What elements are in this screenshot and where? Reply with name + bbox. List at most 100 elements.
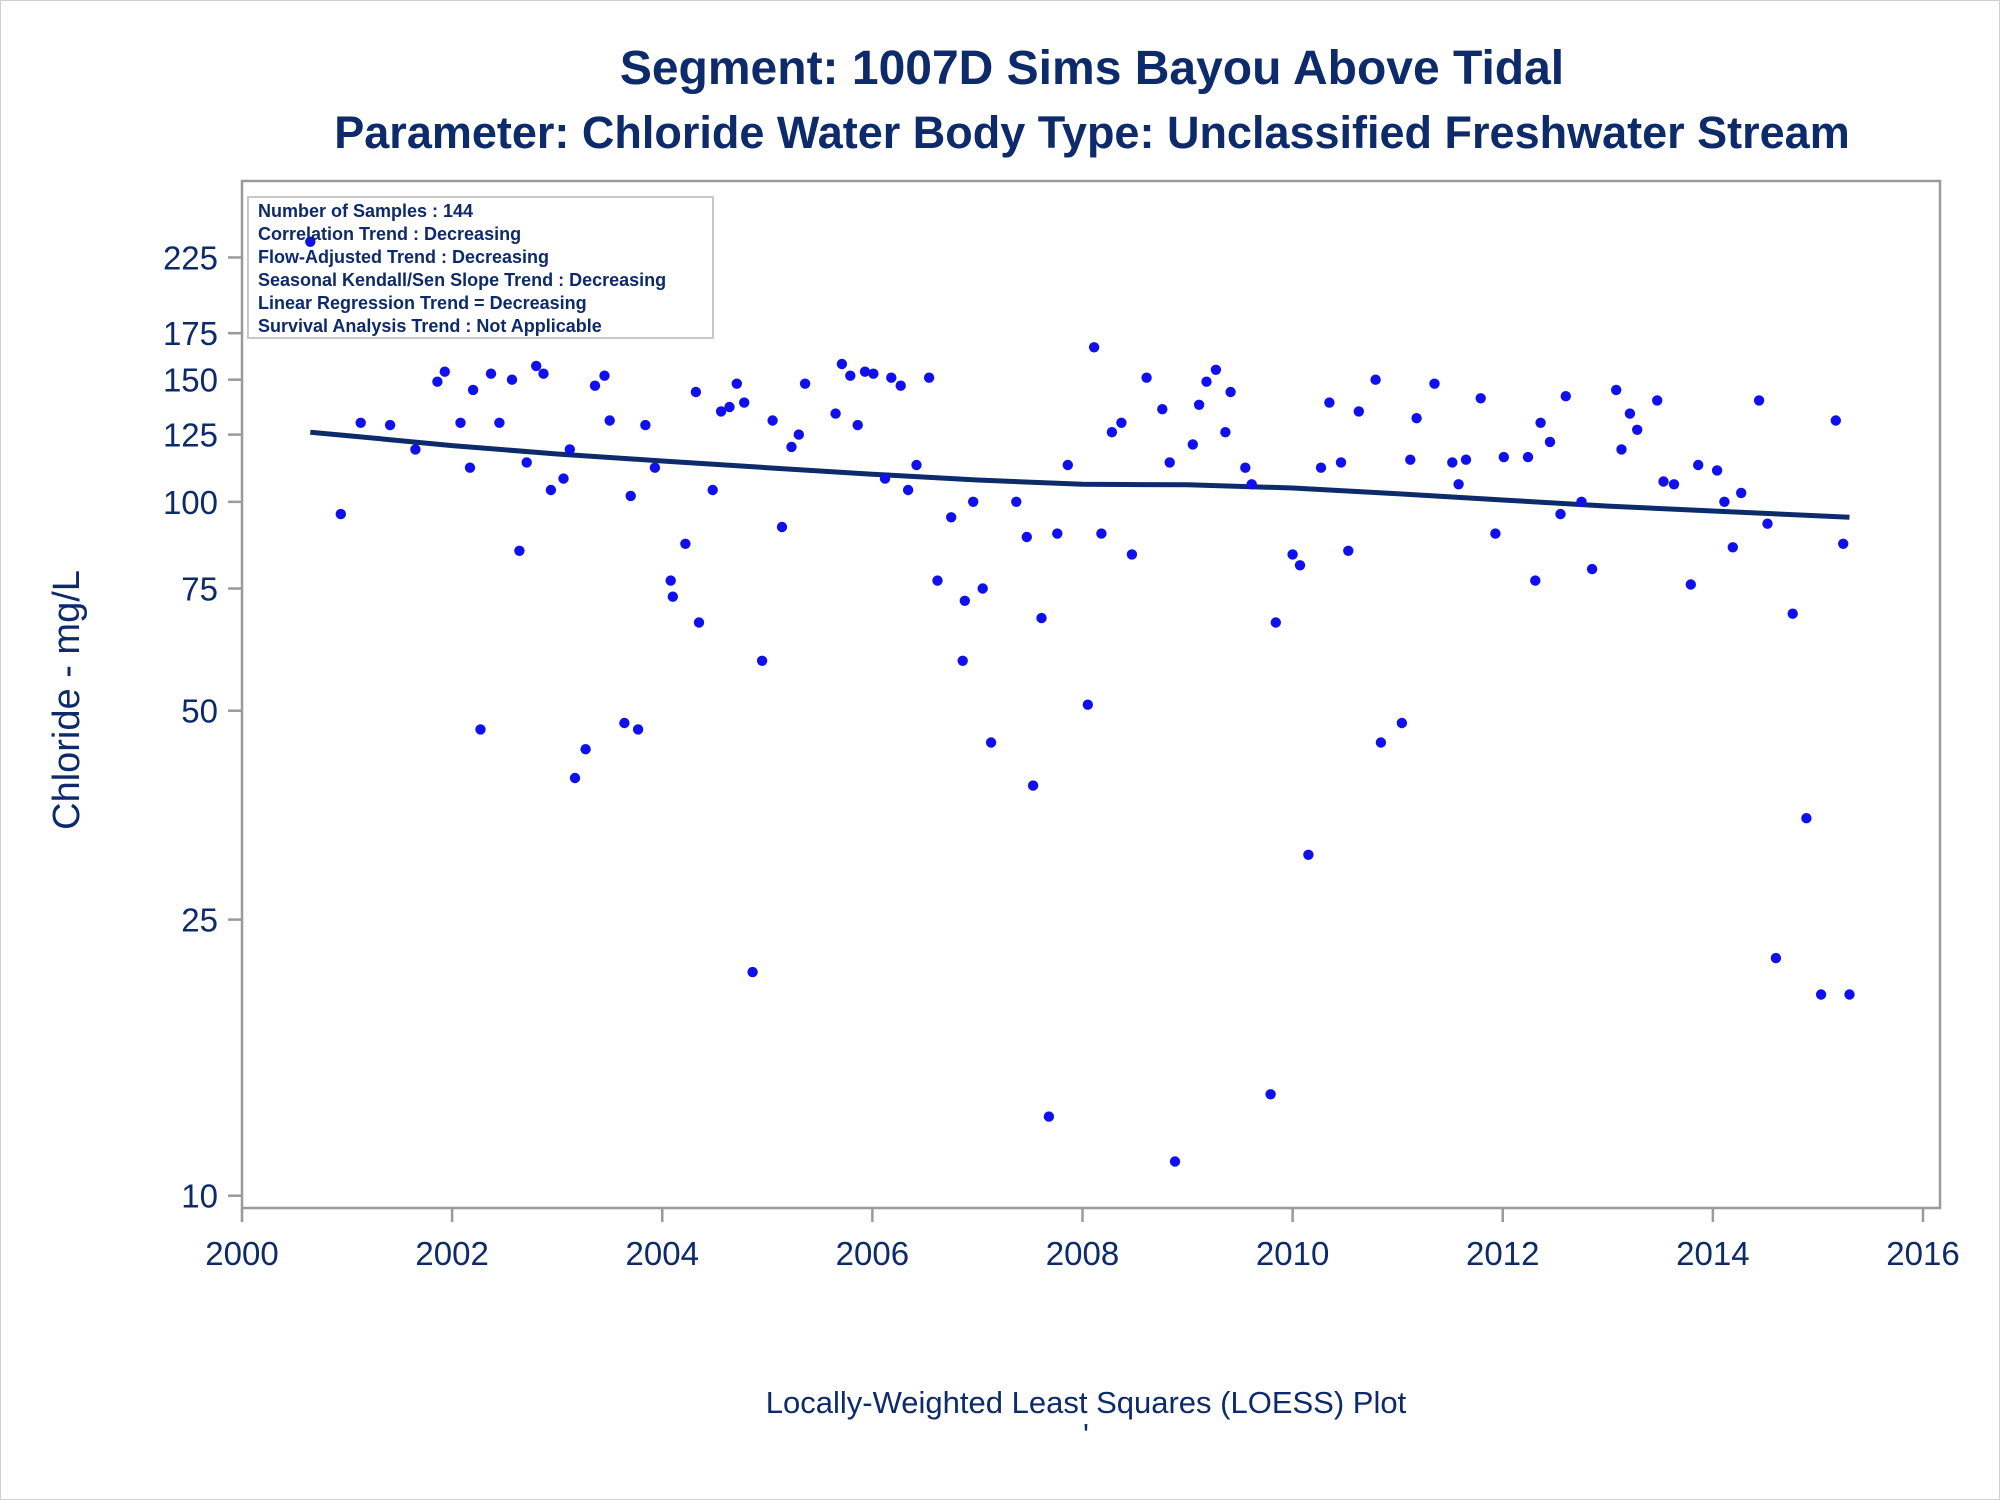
data-point	[1736, 487, 1747, 499]
data-point	[1396, 717, 1408, 729]
data-point	[1530, 575, 1541, 586]
data-point	[1106, 427, 1118, 438]
x-tick-label: 2008	[1046, 1235, 1119, 1272]
data-point	[1844, 989, 1855, 1000]
data-point	[355, 417, 366, 428]
legend-line: Number of Samples : 144	[258, 201, 473, 221]
data-point	[1453, 479, 1464, 490]
x-tick-label: 2000	[205, 1235, 278, 1272]
data-point	[830, 408, 841, 419]
data-point	[558, 473, 569, 484]
data-point	[1405, 454, 1416, 465]
data-point	[531, 360, 542, 372]
data-point	[1201, 376, 1212, 387]
data-point	[911, 459, 922, 471]
y-axis: 10 25 50 75 100 125 150 175 225	[163, 239, 242, 1215]
loess-line	[310, 429, 1850, 520]
data-point	[1240, 462, 1251, 473]
y-tick-label: 225	[163, 239, 218, 276]
data-point	[1522, 451, 1534, 463]
data-point	[665, 575, 676, 586]
data-point	[693, 617, 705, 628]
data-point	[977, 583, 988, 594]
data-point	[1210, 364, 1222, 375]
data-point	[793, 429, 804, 440]
data-point	[1088, 342, 1100, 353]
data-point	[1693, 459, 1704, 471]
data-point	[1576, 496, 1587, 507]
data-point	[1727, 542, 1739, 553]
data-point	[690, 386, 702, 398]
data-point	[1164, 457, 1175, 468]
data-point	[410, 444, 421, 455]
data-point	[747, 966, 758, 978]
legend-line: Correlation Trend : Decreasing	[258, 224, 521, 244]
data-point	[1062, 459, 1074, 471]
data-point	[514, 545, 525, 556]
legend-line: Linear Regression Trend = Decreasing	[258, 293, 587, 313]
data-point	[680, 538, 691, 549]
x-tick-label: 2002	[415, 1235, 488, 1272]
data-point	[467, 384, 479, 396]
data-point	[1838, 538, 1849, 549]
data-point	[957, 655, 968, 666]
data-point	[715, 406, 727, 417]
data-point	[625, 490, 636, 502]
data-point	[1447, 457, 1458, 468]
data-point	[799, 378, 811, 389]
data-point	[1460, 454, 1472, 465]
data-point	[1787, 608, 1798, 619]
data-point	[1353, 406, 1365, 417]
data-point	[1021, 531, 1032, 543]
data-point	[1685, 579, 1697, 590]
data-point	[1555, 508, 1566, 520]
data-point	[707, 484, 718, 496]
data-point	[1036, 612, 1047, 624]
x-tick-label: 2006	[836, 1235, 909, 1272]
data-point	[494, 417, 505, 428]
legend-box	[247, 196, 714, 339]
data-point	[1082, 699, 1094, 710]
y-tick-label: 150	[163, 362, 218, 399]
legend-line: Survival Analysis Trend : Not Applicable	[258, 316, 602, 336]
data-point	[859, 366, 871, 377]
data-points	[305, 236, 1855, 1167]
data-point	[640, 419, 651, 431]
data-point	[432, 376, 443, 387]
data-point	[868, 368, 879, 379]
data-point	[852, 419, 863, 431]
data-point	[767, 415, 778, 426]
data-point	[589, 380, 601, 391]
data-point	[1116, 417, 1127, 428]
data-point	[836, 358, 848, 370]
data-point	[1193, 399, 1205, 410]
data-point	[1265, 1089, 1276, 1100]
data-point	[475, 724, 486, 735]
data-point	[739, 397, 750, 408]
data-point	[1287, 549, 1298, 560]
y-tick-label: 175	[163, 315, 218, 352]
data-point	[485, 368, 497, 379]
data-point	[1052, 528, 1063, 539]
data-point	[1187, 439, 1199, 450]
data-point	[1611, 384, 1622, 396]
data-point	[521, 457, 532, 468]
data-point	[1126, 549, 1138, 560]
data-point	[455, 417, 466, 428]
data-point	[1043, 1111, 1055, 1122]
data-point	[1324, 397, 1335, 408]
data-point	[545, 484, 557, 496]
footnote: Locally-Weighted Least Squares (LOESS) P…	[766, 1385, 1407, 1420]
data-point	[1220, 427, 1231, 438]
data-point	[506, 374, 518, 385]
x-axis: 2000 2002 2004 2006 2008 2010 2012 2014 2016	[205, 1208, 1960, 1272]
data-point	[1375, 737, 1387, 748]
data-point	[959, 595, 970, 606]
y-tick-label: 100	[163, 484, 218, 521]
data-point	[335, 508, 346, 520]
data-point	[1658, 476, 1669, 487]
data-point	[1770, 952, 1782, 964]
x-tick-label: 2012	[1466, 1235, 1539, 1272]
data-point	[619, 717, 630, 729]
